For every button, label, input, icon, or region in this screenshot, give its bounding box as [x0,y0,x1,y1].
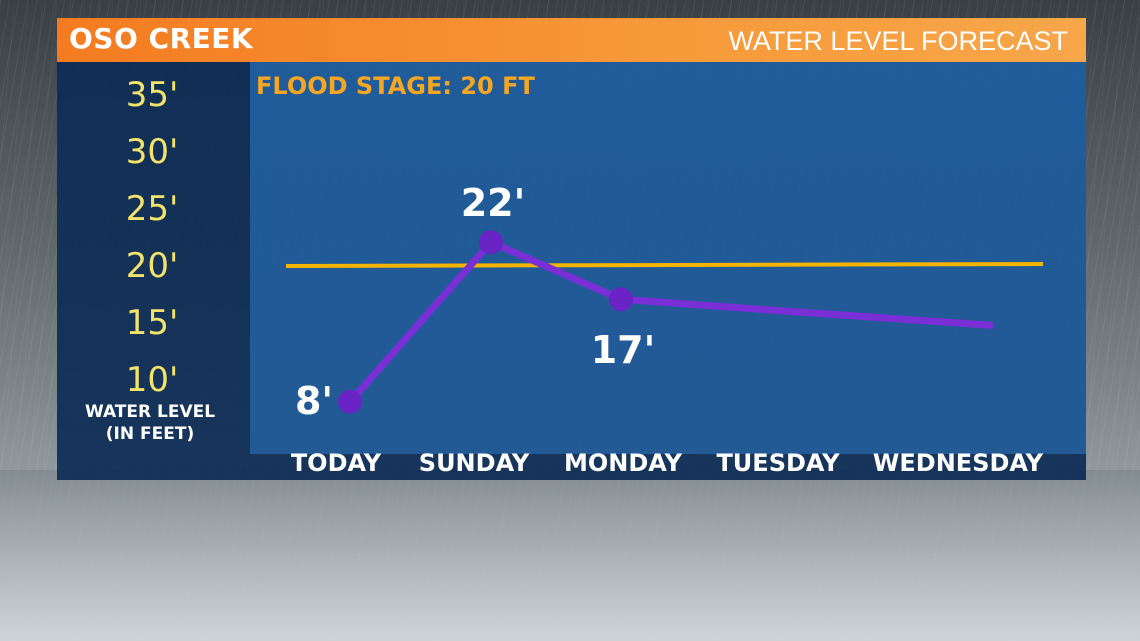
data-point-marker [479,230,503,255]
flood-stage-line [285,262,1044,268]
location-title: OSO CREEK [69,22,254,55]
forecast-graphic: OSO CREEK WATER LEVEL FORECAST [57,18,1086,480]
x-tick-label: MONDAY [564,449,683,477]
x-tick-label: WEDNESDAY [873,449,1044,477]
flood-stage-label: FLOOD STAGE: 20 FT [256,72,535,100]
data-label: 22' [461,181,526,225]
header-bar: OSO CREEK WATER LEVEL FORECAST [57,18,1086,62]
data-point-marker [609,287,633,312]
y-tick-label: 10' [126,360,179,400]
x-tick-label: SUNDAY [419,449,530,477]
x-axis-panel [57,454,1086,480]
y-axis-title: WATER LEVEL [85,402,215,422]
y-tick-label: 20' [126,246,179,286]
data-label: 17' [591,328,656,372]
y-tick-label: 15' [126,303,179,343]
y-axis-panel [57,62,250,454]
y-tick-label: 35' [126,75,179,115]
y-tick-label: 25' [126,189,179,229]
data-point-marker [338,389,362,414]
y-tick-label: 30' [126,132,179,172]
data-label: 8' [295,379,333,423]
graphic-subtitle: WATER LEVEL FORECAST [728,26,1068,56]
x-tick-label: TODAY [291,449,382,477]
flooded-street-background [0,470,1140,641]
plot-area [250,62,1086,454]
y-axis-title: (IN FEET) [106,424,194,444]
x-tick-label: TUESDAY [716,449,840,477]
